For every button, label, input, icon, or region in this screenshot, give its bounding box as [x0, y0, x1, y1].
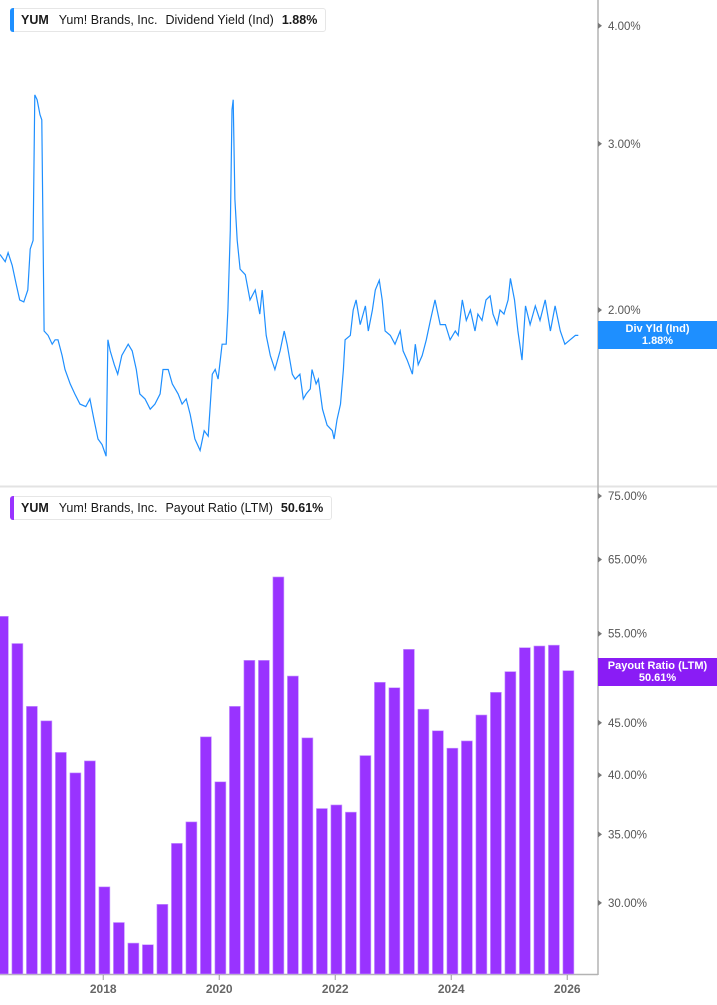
payout-bar: [113, 922, 125, 975]
legend-value: 50.61%: [280, 501, 324, 515]
y-tick-label: 35.00%: [608, 829, 647, 841]
payout-bar: [403, 649, 415, 975]
y-tick-mark: [598, 140, 602, 147]
legend-ticker: YUM: [21, 501, 49, 515]
y-tick-mark: [598, 556, 602, 563]
payout-bar: [40, 720, 53, 975]
payout-bar: [243, 660, 256, 975]
y-tick-label: 30.00%: [608, 898, 647, 910]
x-tick-label: 2022: [322, 982, 349, 996]
payout-bar: [229, 706, 241, 975]
legend-metric: Payout Ratio (LTM): [165, 501, 273, 515]
payout-bar: [330, 804, 343, 975]
payout-bar: [11, 643, 24, 975]
dividend-yield-legend: YUM Yum! Brands, Inc. Dividend Yield (In…: [10, 8, 327, 32]
badge-value: 50.61%: [638, 672, 677, 684]
y-tick-label: 55.00%: [608, 629, 647, 641]
payout-bar: [359, 755, 372, 975]
payout-bars: [0, 576, 575, 975]
x-tick-label: 2020: [206, 982, 233, 996]
payout-bar: [142, 944, 154, 975]
legend-color-swatch: [10, 496, 14, 520]
payout-bar: [345, 811, 357, 975]
legend-ticker: YUM: [21, 13, 49, 27]
legend-company: Yum! Brands, Inc.: [58, 13, 158, 27]
x-tick-label: 2018: [90, 982, 117, 996]
payout-bar: [171, 843, 183, 975]
badge-label: Div Yld (Ind): [625, 323, 690, 335]
bottom-y-axis: 75.00%65.00%55.00%50.00%45.00%40.00%35.0…: [598, 491, 647, 910]
payout-bar: [258, 660, 270, 975]
payout-bar: [316, 808, 328, 975]
y-tick-mark: [598, 493, 602, 499]
payout-bar: [55, 752, 67, 975]
top-y-axis: 4.00% 3.00% 2.00%: [598, 21, 641, 317]
y-tick-label: 75.00%: [608, 491, 647, 503]
payout-bar: [446, 747, 459, 975]
dividend-yield-line: [0, 94, 579, 457]
legend-company: Yum! Brands, Inc.: [58, 501, 158, 515]
y-tick-mark: [598, 630, 602, 637]
payout-bar: [200, 736, 212, 975]
y-tick-label: 65.00%: [608, 555, 647, 567]
payout-bar: [519, 647, 531, 975]
payout-bar: [98, 886, 111, 975]
legend-color-swatch: [10, 8, 14, 32]
x-axis: 2018 2020 2022 2024 2026: [90, 975, 581, 996]
y-tick-mark: [598, 719, 602, 726]
y-tick-label: 45.00%: [608, 718, 647, 730]
payout-bar: [301, 737, 314, 975]
payout-bar: [0, 615, 9, 975]
payout-bar: [504, 671, 517, 975]
payout-bar: [69, 772, 82, 975]
payout-bar: [475, 714, 488, 975]
payout-bar: [432, 730, 444, 975]
y-tick-label: 4.00%: [608, 21, 641, 33]
payout-bar: [156, 904, 169, 975]
y-tick-mark: [598, 22, 602, 29]
payout-bar: [417, 708, 430, 975]
y-tick-mark: [598, 307, 602, 313]
payout-ratio-legend: YUM Yum! Brands, Inc. Payout Ratio (LTM)…: [10, 496, 333, 520]
payout-bar: [562, 670, 575, 975]
y-tick-mark: [598, 899, 602, 906]
payout-bar: [214, 781, 227, 975]
legend-value: 1.88%: [281, 13, 318, 27]
payout-ratio-last-value-badge: Payout Ratio (LTM) 50.61%: [598, 658, 717, 686]
payout-bar: [272, 576, 285, 975]
x-tick-label: 2024: [438, 982, 465, 996]
payout-bar: [127, 942, 140, 975]
badge-label: Payout Ratio (LTM): [607, 660, 708, 672]
x-tick-label: 2026: [554, 982, 581, 996]
payout-bar: [84, 760, 96, 975]
payout-bar: [287, 675, 299, 975]
dividend-yield-last-value-badge: Div Yld (Ind) 1.88%: [598, 321, 717, 349]
y-tick-label: 40.00%: [608, 770, 647, 782]
payout-bar: [461, 740, 473, 975]
payout-bar: [548, 644, 560, 975]
y-tick-mark: [598, 772, 602, 779]
y-tick-mark: [598, 831, 602, 838]
payout-bar: [374, 681, 386, 975]
payout-bar: [185, 821, 198, 975]
payout-bar: [490, 692, 502, 975]
payout-bar: [388, 687, 401, 975]
payout-bar: [26, 706, 38, 975]
legend-metric: Dividend Yield (Ind): [165, 13, 274, 27]
payout-bar: [533, 645, 546, 975]
badge-value: 1.88%: [641, 335, 674, 347]
y-tick-label: 3.00%: [608, 139, 641, 151]
y-tick-label: 2.00%: [608, 305, 641, 317]
